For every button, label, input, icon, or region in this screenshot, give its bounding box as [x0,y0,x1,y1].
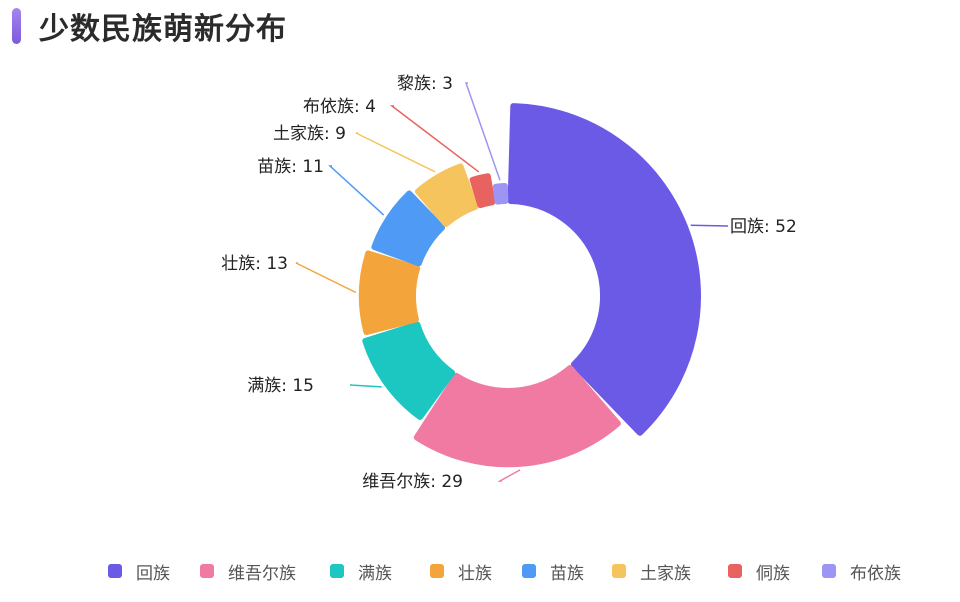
legend-swatch-icon [612,564,626,578]
legend-item-1[interactable]: 回族 [108,556,170,586]
leader-line-4 [295,262,357,294]
legend-label: 土家族 [640,563,691,584]
leader-line-1 [690,224,729,227]
slice-5[interactable] [371,190,446,267]
data-label-7: 布依族: 4 [303,97,376,117]
slice-8[interactable] [492,183,509,205]
legend-swatch-icon [200,564,214,578]
leader-line-7 [389,105,480,173]
legend-label: 布依族 [850,563,901,584]
legend-label: 满族 [358,563,392,584]
legend-item-5[interactable]: 苗族 [522,556,584,586]
legend-label: 回族 [136,563,170,584]
legend-item-7[interactable]: 侗族 [728,556,790,586]
chart-legend: 回族 维吾尔族 满族 壮族 苗族 土家族 侗族 布依族 [0,556,960,586]
leader-line-8 [464,82,501,181]
legend-swatch-icon [330,564,344,578]
slice-6[interactable] [414,163,479,228]
legend-swatch-icon [728,564,742,578]
leader-line-3 [349,384,382,388]
title-accent-bar [12,8,21,44]
data-label-6: 土家族: 9 [273,124,346,144]
legend-item-2[interactable]: 维吾尔族 [200,556,296,586]
data-label-4: 壮族: 13 [221,254,288,274]
legend-swatch-icon [822,564,836,578]
slice-4[interactable] [358,250,421,336]
leader-line-5 [328,165,385,216]
chart-title: 少数民族萌新分布 [39,12,287,47]
chart-title-bar: 少数民族萌新分布 [12,6,287,47]
slice-1[interactable] [507,103,701,436]
data-label-1: 回族: 52 [730,217,797,237]
data-label-3: 满族: 15 [247,376,314,396]
legend-item-4[interactable]: 壮族 [430,556,492,586]
legend-swatch-icon [108,564,122,578]
legend-label: 侗族 [756,563,790,584]
legend-item-8[interactable]: 布依族 [822,556,901,586]
legend-label: 苗族 [550,563,584,584]
legend-swatch-icon [522,564,536,578]
data-label-5: 苗族: 11 [257,157,324,177]
slice-7[interactable] [469,173,496,209]
legend-item-3[interactable]: 满族 [330,556,392,586]
leader-line-6 [355,132,436,173]
data-label-2: 维吾尔族: 29 [362,472,463,492]
legend-label: 维吾尔族 [228,563,296,584]
legend-item-6[interactable]: 土家族 [612,556,691,586]
data-label-8: 黎族: 3 [397,74,453,94]
slice-2[interactable] [413,364,621,468]
legend-swatch-icon [430,564,444,578]
legend-label: 壮族 [458,563,492,584]
slice-3[interactable] [362,321,456,421]
leader-line-2 [497,469,521,482]
donut-chart: 回族: 52 维吾尔族: 29 满族: 15 壮族: 13 苗族: 11 土家族: 9 布依… [221,74,797,492]
